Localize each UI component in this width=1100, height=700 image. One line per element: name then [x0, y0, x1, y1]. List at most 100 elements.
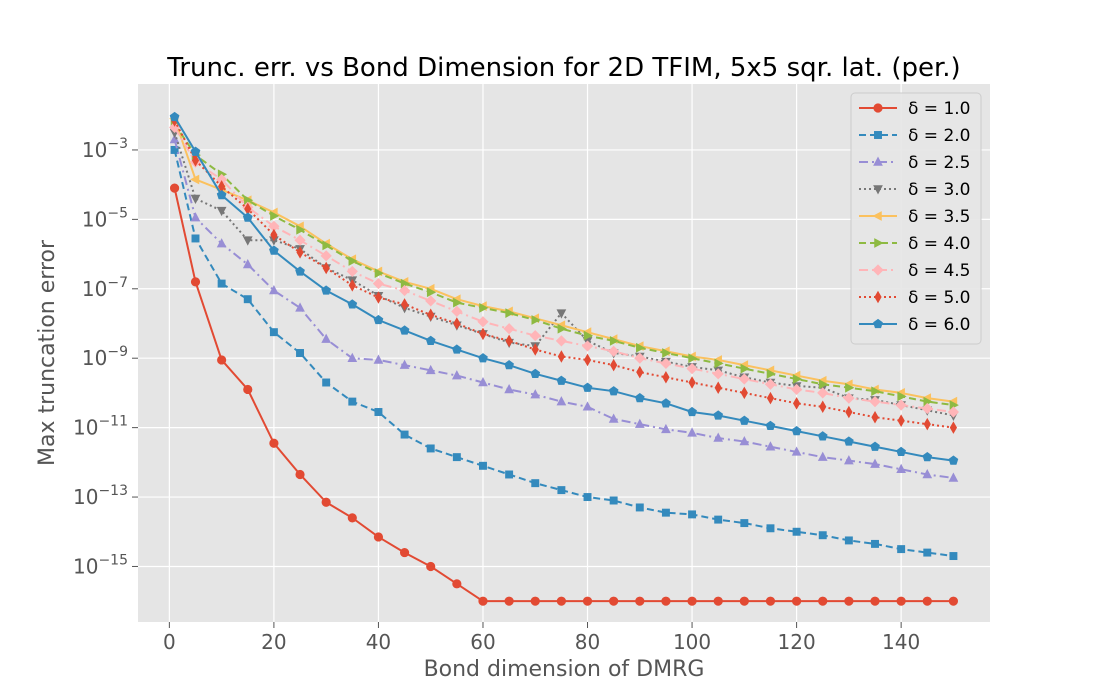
data-point — [948, 455, 959, 465]
data-point — [478, 596, 488, 606]
data-point — [686, 363, 698, 375]
data-point — [895, 399, 907, 411]
data-point — [608, 386, 619, 396]
data-point — [452, 453, 461, 462]
data-point — [923, 417, 931, 431]
data-point — [817, 431, 828, 441]
data-point — [688, 510, 697, 519]
data-point — [608, 345, 620, 357]
data-point — [661, 423, 671, 434]
data-point — [844, 455, 854, 465]
data-point — [870, 596, 880, 606]
data-point — [739, 436, 750, 446]
data-point — [479, 461, 487, 470]
data-point — [792, 527, 801, 536]
data-point — [216, 189, 227, 200]
legend-item: δ = 3.5 — [859, 207, 971, 227]
data-point — [453, 317, 461, 330]
y-tick-label: 10−3 — [82, 136, 128, 162]
data-point — [817, 451, 828, 461]
data-point — [896, 446, 906, 457]
data-point — [687, 427, 697, 437]
data-point — [766, 368, 776, 379]
data-point — [740, 519, 749, 528]
data-point — [897, 414, 905, 427]
data-point — [295, 302, 305, 312]
chart-title: Trunc. err. vs Bond Dimension for 2D TFI… — [166, 53, 960, 83]
data-point — [844, 536, 853, 545]
data-point — [504, 596, 514, 606]
data-point — [504, 383, 514, 394]
data-point — [169, 183, 180, 193]
x-axis-label: Bond dimension of DMRG — [424, 657, 705, 682]
legend-label: δ = 1.0 — [908, 99, 971, 119]
data-point — [738, 373, 750, 385]
data-point — [217, 279, 226, 288]
data-point — [896, 463, 907, 474]
data-point — [530, 389, 541, 399]
data-point — [948, 596, 959, 606]
data-point — [740, 386, 748, 400]
x-tick-label: 20 — [261, 630, 286, 654]
data-point — [321, 285, 332, 295]
data-point — [400, 430, 409, 439]
legend-label: δ = 6.0 — [908, 315, 971, 335]
data-point — [791, 425, 802, 436]
data-point — [322, 240, 332, 251]
data-point — [373, 314, 384, 325]
data-point — [923, 548, 932, 557]
data-point — [636, 342, 646, 353]
y-tick-label: 10−13 — [73, 483, 128, 509]
legend-marker — [872, 264, 884, 276]
legend-item: δ = 5.0 — [859, 288, 971, 308]
data-point — [321, 497, 331, 507]
data-point — [792, 596, 802, 606]
data-point — [712, 368, 724, 380]
data-point — [399, 359, 410, 369]
data-point — [426, 287, 437, 298]
data-point — [372, 277, 385, 290]
data-point — [922, 452, 933, 462]
data-point — [530, 596, 540, 606]
data-point — [296, 224, 306, 235]
data-point — [399, 547, 410, 558]
data-point — [819, 400, 827, 414]
data-point — [243, 295, 252, 304]
data-point — [347, 513, 357, 523]
data-point — [948, 472, 959, 482]
data-point — [556, 396, 567, 406]
data-point — [190, 212, 201, 222]
data-point — [374, 291, 383, 304]
legend-marker — [873, 185, 883, 195]
data-point — [348, 256, 358, 266]
legend-item: δ = 6.0 — [859, 315, 971, 335]
data-point — [425, 335, 436, 345]
y-tick-label: 10−9 — [82, 344, 128, 370]
data-point — [817, 387, 829, 399]
data-point — [346, 265, 358, 278]
legend-label: δ = 3.0 — [908, 180, 971, 200]
axis-ticks: 0 20 40 60 80 100 120 140 10−3 10−5 10−7 10−9 10−11 1… — [73, 136, 920, 654]
data-point — [818, 596, 828, 606]
data-point — [583, 353, 592, 367]
data-point — [661, 508, 670, 517]
data-point — [845, 405, 853, 419]
data-point — [348, 279, 356, 292]
legend-marker — [872, 211, 882, 221]
data-point — [583, 493, 592, 502]
data-point — [790, 383, 803, 396]
data-point — [713, 410, 724, 420]
data-point — [478, 377, 488, 387]
data-point — [191, 234, 200, 243]
data-point — [556, 309, 567, 319]
data-point — [739, 415, 750, 425]
legend-item: δ = 3.0 — [859, 180, 971, 200]
series-0 — [169, 183, 959, 606]
data-point — [190, 277, 201, 287]
data-point — [897, 545, 906, 554]
data-point — [477, 316, 489, 328]
data-point — [922, 596, 932, 606]
data-point — [947, 406, 960, 418]
legend-marker — [873, 103, 883, 113]
